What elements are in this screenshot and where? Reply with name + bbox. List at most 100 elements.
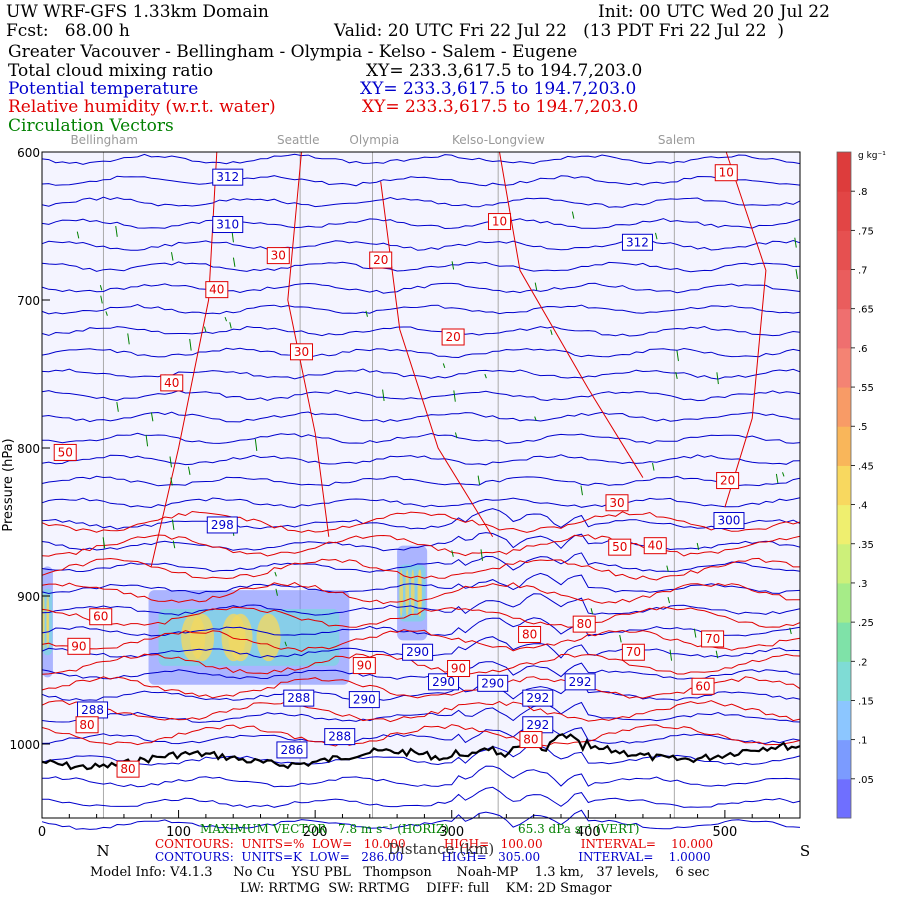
theta-contour-25: [41, 679, 801, 701]
rh-label-box: [205, 281, 229, 299]
rh-label: 30: [609, 496, 624, 510]
circulation-vector: [365, 310, 368, 317]
circulation-vector: [76, 231, 80, 239]
circulation-vector: [187, 466, 191, 475]
rh-label: 80: [522, 627, 537, 641]
x-tick-label: 200: [303, 825, 328, 840]
terrain-line: [41, 733, 801, 771]
circulation-vector: [693, 628, 697, 638]
circulation-vector: [254, 438, 258, 452]
theta-label: 292: [526, 691, 549, 705]
colorbar-tick-label: .55: [858, 383, 874, 394]
rh-contour-9: [41, 724, 801, 747]
theta-contour-29: [41, 765, 801, 788]
theta-label: 292: [569, 675, 592, 689]
rh-label-box: [691, 677, 715, 695]
rh-label-box: [518, 625, 542, 643]
rh-label: 90: [451, 662, 466, 676]
colorbar-tick-label: .6: [858, 344, 868, 355]
rh-label: 40: [648, 539, 663, 553]
circulation-vector: [451, 261, 455, 270]
rh-label-box: [572, 615, 596, 633]
field-vectors-label: Circulation Vectors: [8, 116, 174, 136]
rh-label: 70: [626, 645, 641, 659]
field-theta-xy: XY= 233.3,617.5 to 194.7,203.0: [360, 79, 637, 99]
rh-contour-7: [41, 676, 801, 699]
field-cloud-xy: XY= 233.3,617.5 to 194.7,203.0: [366, 61, 643, 81]
rh-label-box: [266, 247, 290, 265]
theta-label: 290: [353, 693, 376, 707]
circulation-vector: [170, 477, 173, 486]
theta-label-box: [348, 691, 380, 709]
x-tick-label: 100: [166, 825, 191, 840]
theta-label-box: [276, 741, 308, 759]
rh-label: 80: [523, 733, 538, 747]
circulation-vector: [105, 311, 108, 316]
rh-label-box: [488, 213, 512, 231]
circulation-vector: [655, 232, 658, 240]
rh-contour-8: [41, 700, 801, 723]
rh-label: 80: [577, 617, 592, 631]
theta-contour-30: [42, 786, 801, 808]
rh-label-box: [608, 538, 632, 556]
rh-label-box: [519, 731, 543, 749]
rh-contour-3: [41, 582, 801, 605]
theta-label-box: [564, 673, 596, 691]
circulation-vector: [590, 608, 594, 615]
colorbar-tick-label: .2: [858, 657, 868, 668]
valid-time: Valid: 20 UTC Fri 22 Jul 22 (13 PDT Fri …: [334, 21, 785, 41]
field-cloud-label: Total cloud mixing ratio: [8, 61, 214, 81]
south-label: S: [800, 842, 810, 860]
theta-label: 288: [287, 691, 310, 705]
theta-label-box: [428, 673, 460, 691]
theta-contour-11: [41, 389, 801, 402]
circulation-vector: [550, 329, 553, 336]
colorbar-swatch: [837, 426, 851, 466]
circulation-vector: [224, 316, 228, 322]
rh-label-box: [701, 630, 725, 648]
theta-label: 290: [432, 675, 455, 689]
colorbar-tick-label: .35: [858, 540, 874, 551]
rh-label-box: [369, 251, 393, 269]
cloud-core: [221, 613, 246, 662]
rh-contour-4: [41, 606, 801, 628]
city-label: Seattle: [277, 133, 320, 147]
colorbar-tick-label: .25: [858, 618, 874, 629]
chart-title: UW WRF-GFS 1.33km Domain: [6, 2, 269, 22]
circulation-vector: [170, 252, 174, 261]
rh-label-box: [53, 443, 77, 461]
rh-label: 70: [705, 632, 720, 646]
circulation-vector: [284, 641, 287, 647]
colorbar-frame: [836, 151, 852, 819]
theta-contour-13: [41, 432, 801, 445]
rh-label: 60: [93, 610, 108, 624]
cloud-core: [43, 594, 45, 650]
cloud-core: [410, 569, 415, 617]
circulation-vector: [480, 549, 483, 561]
rh-label-box: [289, 343, 313, 361]
circulation-vector: [669, 649, 673, 661]
colorbar-swatch: [837, 661, 851, 701]
theta-contour-24: [41, 661, 801, 680]
x-tick-label: 300: [439, 825, 464, 840]
colorbar-swatch: [837, 347, 851, 388]
circulation-vector: [232, 257, 236, 267]
colorbar-tick-label: .45: [858, 461, 874, 472]
plot-frame: [41, 151, 801, 819]
colorbar-swatch: [837, 778, 851, 819]
theta-contour-21: [41, 593, 801, 616]
rh-label-box: [605, 494, 629, 512]
theta-label: 300: [718, 514, 741, 528]
colorbar-tick-label: .8: [858, 187, 868, 198]
y-tick-label: 700: [17, 294, 40, 308]
rh-label: 50: [612, 540, 627, 554]
rh-label: 90: [71, 639, 86, 653]
circulation-vector: [145, 434, 149, 447]
rh-contour-0: [41, 510, 801, 533]
city-label: Olympia: [349, 133, 400, 147]
city-label: Salem: [657, 133, 696, 147]
theta-label-box: [477, 674, 509, 692]
theta-label: 288: [328, 730, 351, 744]
rh-label-box: [116, 760, 140, 778]
